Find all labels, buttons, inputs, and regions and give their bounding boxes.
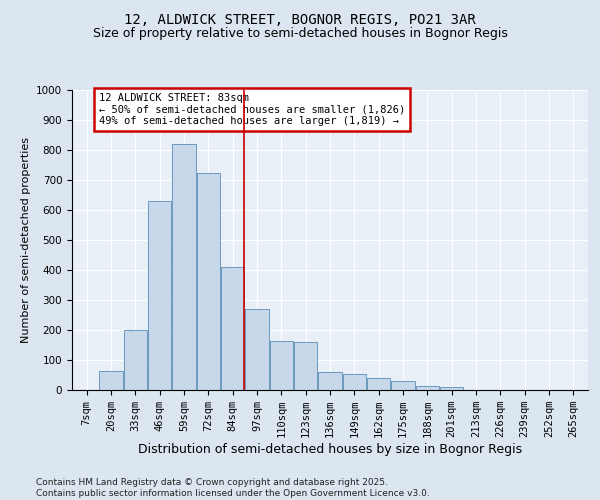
Bar bbox=[319, 372, 341, 390]
Text: Contains HM Land Registry data © Crown copyright and database right 2025.
Contai: Contains HM Land Registry data © Crown c… bbox=[36, 478, 430, 498]
Bar bbox=[367, 378, 390, 390]
Text: Size of property relative to semi-detached houses in Bognor Regis: Size of property relative to semi-detach… bbox=[92, 28, 508, 40]
Bar bbox=[100, 370, 122, 390]
Bar bbox=[245, 309, 269, 390]
Bar bbox=[270, 340, 293, 390]
Y-axis label: Number of semi-detached properties: Number of semi-detached properties bbox=[20, 137, 31, 343]
Bar bbox=[343, 374, 366, 390]
X-axis label: Distribution of semi-detached houses by size in Bognor Regis: Distribution of semi-detached houses by … bbox=[138, 443, 522, 456]
Text: 12 ALDWICK STREET: 83sqm
← 50% of semi-detached houses are smaller (1,826)
49% o: 12 ALDWICK STREET: 83sqm ← 50% of semi-d… bbox=[99, 93, 405, 126]
Bar bbox=[124, 330, 147, 390]
Bar bbox=[294, 342, 317, 390]
Bar bbox=[148, 201, 171, 390]
Bar bbox=[221, 267, 244, 390]
Bar bbox=[440, 387, 463, 390]
Text: 12, ALDWICK STREET, BOGNOR REGIS, PO21 3AR: 12, ALDWICK STREET, BOGNOR REGIS, PO21 3… bbox=[124, 12, 476, 26]
Bar bbox=[172, 144, 196, 390]
Bar bbox=[391, 381, 415, 390]
Bar bbox=[197, 172, 220, 390]
Bar bbox=[416, 386, 439, 390]
